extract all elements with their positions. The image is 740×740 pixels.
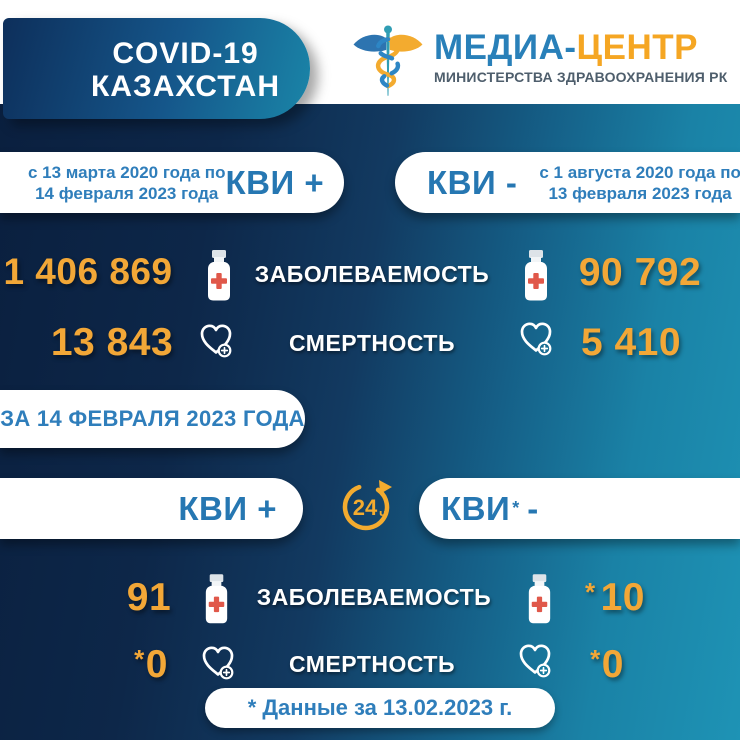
kvi-minus-period: с 1 августа 2020 года по 13 февраля 2023… bbox=[539, 162, 740, 204]
heart-plus-icon bbox=[196, 321, 236, 359]
logo-text: МЕДИА-ЦЕНТР МИНИСТЕРСТВА ЗДРАВООХРАНЕНИЯ… bbox=[434, 18, 728, 86]
footnote-text: * Данные за 13.02.2023 г. bbox=[247, 695, 513, 720]
daily-kvi-minus-pill: КВИ * - bbox=[419, 478, 740, 539]
cumulative-incidence-kvi-minus-value: 90 792 bbox=[578, 251, 702, 294]
heart-plus-icon bbox=[198, 643, 238, 681]
kvi-plus-period: с 13 марта 2020 года по 14 февраля 2023 … bbox=[28, 162, 225, 204]
kvi-plus-period-pill: с 13 марта 2020 года по 14 февраля 2023 … bbox=[0, 152, 344, 213]
cumulative-incidence-label: ЗАБОЛЕВАЕМОСТЬ bbox=[254, 261, 490, 287]
kvi-minus-period-line1: с 1 августа 2020 года по bbox=[539, 162, 740, 182]
daily-mortality-kvi-plus-asterisk: * bbox=[134, 644, 145, 674]
kvi-plus-label: КВИ + bbox=[225, 163, 325, 201]
24h-clock-icon: 24 ч bbox=[342, 480, 392, 531]
medicine-bottle-icon bbox=[202, 250, 236, 302]
covid-title-line2: КАЗАХСТАН bbox=[91, 69, 280, 103]
daily-incidence-kvi-plus-value: 91 bbox=[126, 576, 172, 619]
medicine-bottle-icon bbox=[523, 574, 556, 625]
24h-number: 24 bbox=[353, 495, 378, 520]
daily-date-text: ЗА 14 ФЕВРАЛЯ 2023 ГОДА bbox=[0, 406, 305, 431]
kvi-minus-period-pill: КВИ - с 1 августа 2020 года по 13 феврал… bbox=[395, 152, 740, 213]
cumulative-mortality-label: СМЕРТНОСТЬ bbox=[288, 330, 456, 356]
footnote-pill: * Данные за 13.02.2023 г. bbox=[205, 688, 555, 728]
logo-title-center: ЦЕНТР bbox=[576, 28, 698, 67]
kvi-plus-period-line1: с 13 марта 2020 года по bbox=[28, 162, 226, 182]
kvi-minus-period-line2: 13 февраля 2023 года bbox=[548, 183, 732, 203]
daily-mortality-kvi-minus-value: *0 bbox=[590, 643, 624, 686]
heart-plus-icon bbox=[516, 319, 556, 357]
daily-date-banner: ЗА 14 ФЕВРАЛЯ 2023 ГОДА bbox=[0, 390, 305, 448]
covid-title-badge: COVID-19 КАЗАХСТАН bbox=[3, 18, 310, 119]
cumulative-mortality-kvi-minus-value: 5 410 bbox=[580, 321, 682, 364]
daily-mortality-kvi-plus-value: *0 bbox=[134, 643, 168, 686]
daily-incidence-label: ЗАБОЛЕВАЕМОСТЬ bbox=[256, 584, 492, 610]
24h-unit: ч bbox=[379, 506, 387, 521]
logo-title: МЕДИА-ЦЕНТР bbox=[434, 30, 727, 66]
cumulative-mortality-kvi-plus-value: 13 843 bbox=[50, 321, 174, 364]
daily-mortality-label: СМЕРТНОСТЬ bbox=[288, 651, 456, 677]
logo-subtitle: МИНИСТЕРСТВА ЗДРАВООХРАНЕНИЯ РК bbox=[434, 69, 728, 85]
daily-incidence-kvi-minus-value: * 10 bbox=[584, 576, 646, 619]
medicine-bottle-icon bbox=[200, 574, 233, 625]
daily-kvi-plus-label: КВИ + bbox=[178, 489, 277, 527]
daily-kvi-minus-asterisk: * bbox=[512, 498, 520, 518]
daily-mortality-kvi-minus-asterisk: * bbox=[590, 644, 601, 674]
kvi-minus-label: КВИ - bbox=[427, 163, 518, 201]
medicine-bottle-icon bbox=[519, 250, 553, 302]
heart-plus-icon bbox=[515, 641, 555, 679]
cumulative-incidence-kvi-plus-value: 1 406 869 bbox=[3, 251, 173, 292]
daily-incidence-kvi-minus-asterisk: * bbox=[584, 577, 596, 607]
covid-title-line1: COVID-19 bbox=[112, 36, 259, 70]
daily-kvi-minus-sign: - bbox=[527, 489, 539, 527]
caduceus-icon bbox=[353, 25, 423, 96]
logo-title-media: МЕДИА- bbox=[434, 28, 577, 67]
kvi-plus-period-line2: 14 февраля 2023 года bbox=[35, 183, 219, 203]
daily-kvi-plus-pill: КВИ + bbox=[0, 478, 303, 539]
daily-kvi-minus-label: КВИ bbox=[441, 489, 511, 527]
ministry-logo: МЕДИА-ЦЕНТР МИНИСТЕРСТВА ЗДРАВООХРАНЕНИЯ… bbox=[348, 18, 727, 102]
